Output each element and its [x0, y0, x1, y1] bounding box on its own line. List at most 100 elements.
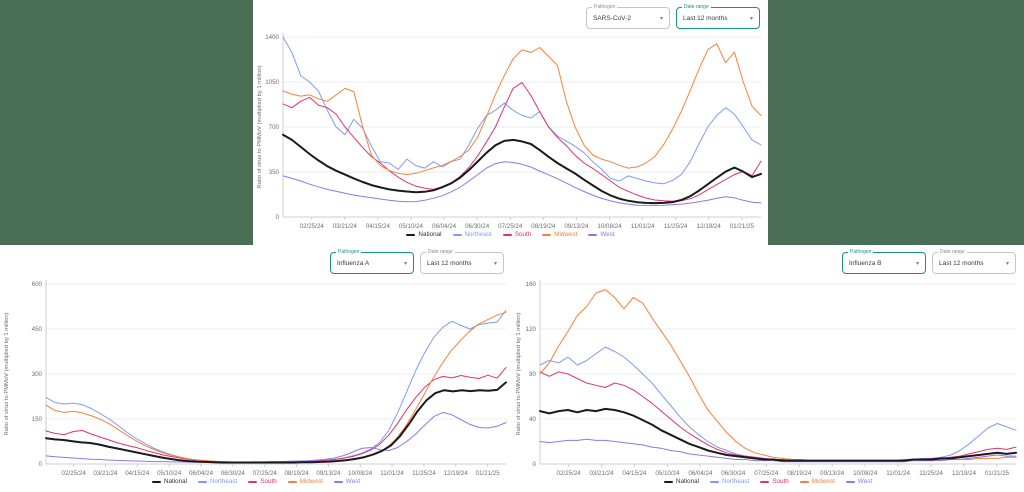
flu-a-controls: Pathogen Influenza A ▾ Date range Last 1… [0, 245, 512, 276]
legend-label: South [260, 478, 277, 485]
x-tick-label: 11/01/24 [380, 470, 404, 476]
legend-label: West [857, 478, 873, 485]
legend-item-national: National [663, 477, 699, 487]
x-tick-label: 12/19/24 [952, 470, 977, 476]
sars-controls: Pathogen SARS-CoV-2 ▾ Date range Last 12… [253, 0, 768, 31]
x-tick-label: 02/25/24 [557, 470, 582, 476]
influenza-b-line-chart[interactable]: 0 40 80 120 160 02/25/24 03/21/24 04/15/24 05/10… [512, 276, 1024, 477]
legend-label: South [772, 478, 789, 485]
legend-marker-icon [198, 481, 207, 483]
date-range-select[interactable]: Date range Last 12 months ▾ [420, 249, 504, 274]
legend-marker-icon [248, 481, 258, 483]
y-tick-label: 350 [269, 169, 280, 176]
legend-label: National [163, 478, 187, 485]
x-tick-label: 06/04/24 [688, 470, 713, 476]
legend-item-midwest: Midwest [287, 477, 323, 487]
legend-item-midwest: Midwest [542, 230, 577, 240]
chevron-down-icon: ▾ [403, 260, 407, 267]
x-tick-label: 02/25/24 [300, 223, 325, 229]
y-axis-title: Ratio of virus to PMMoV (multiplied by 1… [257, 65, 263, 188]
x-tick-label: 10/08/24 [853, 470, 878, 476]
x-tick-label: 06/30/24 [721, 470, 746, 476]
x-tick-label: 11/25/24 [919, 470, 943, 476]
y-tick-label: 150 [32, 416, 43, 423]
legend-marker-icon [502, 234, 512, 236]
x-tick-label: 10/08/24 [348, 470, 373, 476]
series-line-national [539, 407, 1017, 462]
sars-line-chart[interactable]: 0 350 700 1050 1400 02/25/24 03/21/24 04/15/24 0… [253, 31, 768, 230]
chart-canvas: 0 350 700 1050 1400 02/25/24 03/21/24 04/15/24 0… [257, 33, 762, 230]
legend-item-midwest: Midwest [799, 477, 835, 487]
y-tick-label: 120 [526, 326, 537, 333]
legend-marker-icon [845, 481, 855, 483]
chart-canvas: 0 40 80 120 160 02/25/24 03/21/24 04/15/24 05/10… [516, 280, 1017, 477]
x-tick-label: 07/25/24 [498, 223, 523, 229]
chevron-down-icon: ▾ [1005, 260, 1009, 267]
legend-item-northeast: Northeast [198, 477, 237, 487]
y-axis-title: Ratio of virus to PMMoV (multiplied by 1… [516, 312, 522, 435]
legend-marker-icon [151, 481, 161, 483]
pathogen-select-value: Influenza A [337, 259, 370, 267]
pathogen-select-value: Influenza B [849, 259, 882, 267]
legend-marker-icon [760, 481, 770, 483]
x-tick-label: 01/21/25 [730, 223, 755, 229]
chevron-down-icon: ▾ [659, 15, 663, 22]
legend-marker-icon [588, 234, 598, 236]
series-line-northeast [45, 309, 507, 463]
influenza-b-chart-legend: National Northeast South Midwest West [512, 477, 1024, 487]
pathogen-select[interactable]: Pathogen Influenza A ▾ [330, 249, 414, 274]
date-range-select-value: Last 12 months [683, 14, 728, 22]
y-tick-label: 450 [32, 326, 43, 333]
legend-marker-icon [333, 481, 343, 483]
chevron-down-icon: ▾ [749, 15, 753, 22]
legend-marker-icon [799, 481, 809, 483]
legend-label: National [418, 231, 442, 238]
influenza-a-chart-card: Pathogen Influenza A ▾ Date range Last 1… [0, 245, 512, 492]
series-line-northeast [539, 346, 1017, 462]
legend-marker-icon [710, 481, 719, 483]
x-tick-label: 11/01/24 [886, 470, 910, 476]
date-range-select[interactable]: Date range Last 12 months ▾ [676, 4, 760, 29]
series-line-northeast [282, 36, 762, 185]
sars-chart-legend: National Northeast South Midwest West [253, 230, 768, 240]
legend-marker-icon [406, 234, 416, 236]
influenza-a-line-chart[interactable]: 0 150 300 450 600 02/25/24 03/21/24 04/15/24 05/… [0, 276, 512, 477]
series-line-national [45, 381, 507, 464]
y-tick-label: 80 [529, 371, 536, 378]
y-tick-label: 600 [32, 281, 43, 288]
series-line-midwest [539, 289, 1017, 462]
x-tick-label: 11/01/24 [631, 223, 655, 229]
legend-label: Midwest [299, 478, 323, 485]
date-range-select[interactable]: Date range Last 12 months ▾ [932, 249, 1016, 274]
pathogen-select-label: Pathogen [592, 4, 618, 10]
series-line-south [539, 371, 1017, 462]
legend-label: Northeast [464, 231, 492, 238]
series-line-west [45, 411, 507, 463]
y-tick-label: 0 [39, 461, 43, 468]
date-range-select-label: Date range [682, 4, 711, 10]
x-tick-label: 10/08/24 [597, 223, 622, 229]
x-tick-label: 08/19/24 [284, 470, 309, 476]
pathogen-select-label: Pathogen [848, 249, 874, 255]
pathogen-select[interactable]: Pathogen Influenza B ▾ [842, 249, 926, 274]
legend-item-south: South [248, 477, 277, 487]
x-tick-label: 06/30/24 [465, 223, 490, 229]
legend-item-south: South [760, 477, 789, 487]
legend-label: Midwest [554, 231, 578, 238]
influenza-b-chart-card: Pathogen Influenza B ▾ Date range Last 1… [512, 245, 1024, 492]
y-tick-label: 1400 [265, 34, 279, 41]
x-tick-label: 09/13/24 [316, 470, 341, 476]
legend-marker-icon [663, 481, 673, 483]
x-tick-label: 03/21/24 [93, 470, 118, 476]
x-tick-label: 09/13/24 [820, 470, 845, 476]
x-tick-label: 09/13/24 [564, 223, 589, 229]
legend-item-northeast: Northeast [452, 230, 492, 240]
y-tick-label: 40 [529, 416, 536, 423]
x-tick-label: 03/21/24 [589, 470, 614, 476]
pathogen-select[interactable]: Pathogen SARS-CoV-2 ▾ [586, 4, 670, 29]
legend-marker-icon [452, 234, 462, 236]
legend-item-northeast: Northeast [710, 477, 749, 487]
date-range-select-value: Last 12 months [427, 259, 472, 267]
y-axis-title: Ratio of virus to PMMoV (multiplied by 1… [4, 312, 10, 435]
date-range-select-label: Date range [938, 249, 967, 255]
